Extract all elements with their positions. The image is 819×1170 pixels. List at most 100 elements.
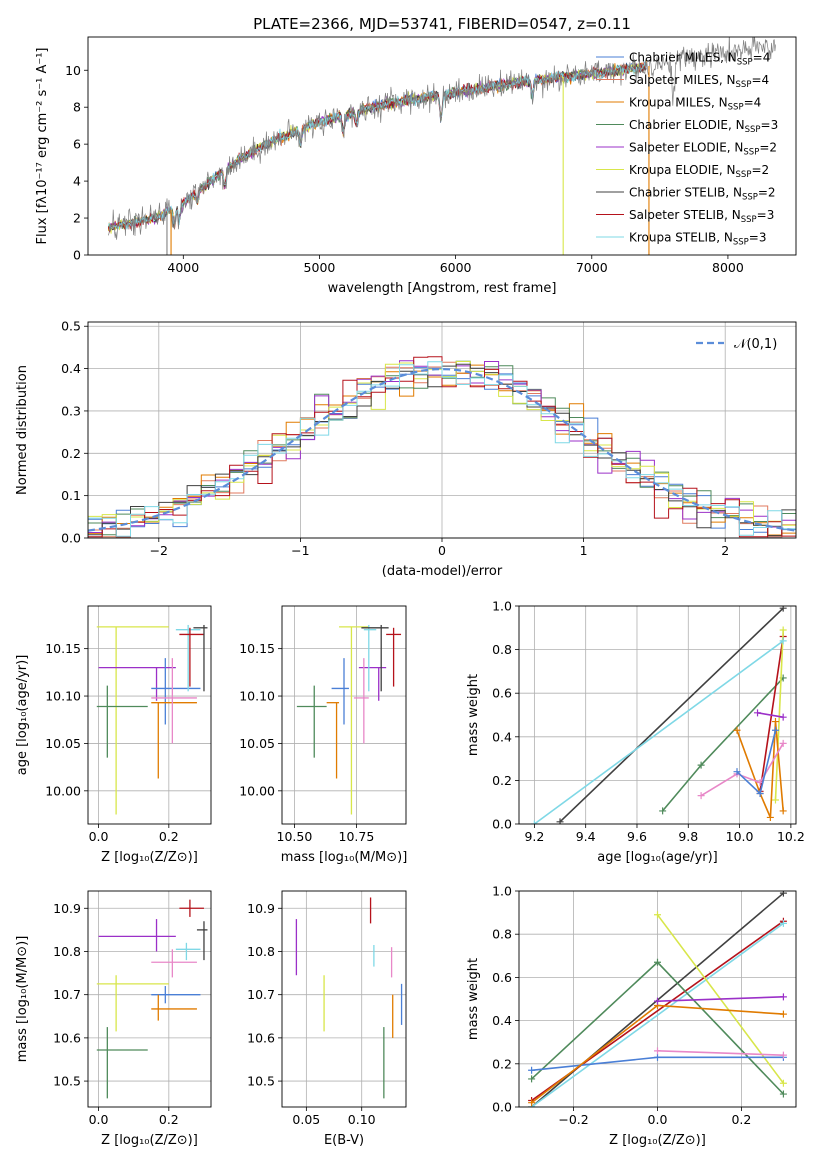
- panel-mass_vs_EBV: 0.05 0.10 10.5 10.6 10.7 10.8 10.9 E(B-V): [247, 890, 407, 1148]
- errorbar-point-6: [151, 658, 197, 744]
- x-tick-label: −2: [150, 543, 168, 558]
- weight-marker: [654, 1047, 661, 1055]
- legend-entry: 𝒩(0,1): [734, 337, 777, 352]
- weight-marker: [779, 807, 787, 815]
- weight-marker: [779, 1051, 787, 1059]
- errorbar-point-1: [96, 975, 169, 1032]
- y-tick-label: 0.2: [492, 773, 512, 788]
- model-line-8: [108, 62, 647, 233]
- y-tick-label: 10.6: [247, 1030, 275, 1045]
- x-tick-label: 6000: [440, 260, 472, 275]
- model-line-2: [108, 63, 647, 230]
- x-axis-label: mass [log₁₀(M/M⊙)]: [281, 850, 408, 865]
- x-tick-label: −0.2: [558, 1112, 588, 1127]
- errorbar-point-4: [151, 658, 201, 725]
- axes-frame: [87, 890, 212, 1108]
- weight-marker: [779, 1010, 787, 1018]
- weight-marker: [779, 891, 787, 897]
- errorbar-point-3: [98, 919, 176, 952]
- legend-entry: Kroupa MILES, NSSP=4: [629, 96, 761, 113]
- y-tick-label: 10.7: [247, 987, 275, 1002]
- plot-area: [108, 37, 776, 255]
- x-tick-label: 0.2: [731, 1112, 751, 1127]
- weight-line-8: [657, 996, 784, 1002]
- model-line-5: [108, 62, 647, 230]
- y-axis-label: mass [log₁₀(M/M⊙)]: [15, 936, 30, 1063]
- weight-marker: [779, 919, 787, 927]
- weight-marker: [779, 1090, 787, 1098]
- weight-marker: [659, 807, 667, 815]
- legend-entry: Chabrier STELIB, NSSP=2: [629, 186, 776, 203]
- panel-age_vs_Z: 0.0 0.2 10.00 10.05 10.10 10.15 Z [log₁₀(Z/Z⊙)…: [15, 605, 212, 865]
- x-tick-label: 10.50: [277, 829, 313, 844]
- legend-entry: Chabrier MILES, NSSP=4: [629, 51, 770, 68]
- y-tick-label: 6: [73, 137, 81, 152]
- x-axis-label: wavelength [Angstrom, rest frame]: [328, 281, 557, 296]
- x-tick-label: 4000: [167, 260, 199, 275]
- y-tick-label: 0.3: [61, 403, 81, 418]
- panel-weight_vs_age: 9.2 9.4 9.6 9.8 10.0 10.2 0.0 0.2 0.4 0.6 0.8 1.0 ag…: [466, 599, 805, 866]
- x-tick-label: 0: [438, 543, 446, 558]
- y-tick-label: 0.6: [492, 686, 512, 701]
- y-tick-label: 2: [73, 211, 81, 226]
- errorbar-point-4: [151, 986, 201, 1004]
- errorbar-point-9: [193, 624, 208, 692]
- weight-marker: [654, 911, 661, 919]
- y-tick-label: 8: [73, 100, 81, 115]
- weight-marker: [779, 739, 787, 747]
- x-axis-label: Z [log₁₀(Z/Z⊙)]: [101, 1133, 198, 1148]
- y-tick-label: 10.6: [53, 1030, 81, 1045]
- y-tick-label: 10.00: [45, 783, 81, 798]
- weight-marker: [733, 726, 741, 734]
- y-tick-label: 10.9: [247, 901, 275, 916]
- x-tick-label: 9.2: [524, 829, 544, 844]
- weight-marker: [556, 818, 564, 824]
- weight-marker: [779, 637, 787, 645]
- normal-reference-curve: [88, 367, 796, 532]
- axes-frame: [518, 890, 797, 1108]
- axes-frame: [87, 36, 797, 256]
- weight-marker: [733, 768, 741, 776]
- y-tick-label: 10.5: [247, 1074, 275, 1089]
- x-tick-label: 5000: [304, 260, 336, 275]
- errorbar-point-7: [175, 624, 201, 692]
- x-tick-label: 0.0: [89, 1112, 109, 1127]
- legend-entry: Salpeter STELIB, NSSP=3: [629, 208, 774, 225]
- x-tick-label: 0.10: [348, 1112, 376, 1127]
- model-line-1: [108, 62, 647, 231]
- plot-area: [88, 356, 796, 538]
- y-axis-label: age [log₁₀(age/yr)]: [15, 655, 30, 776]
- x-axis-label: Z [log₁₀(Z/Z⊙)]: [101, 850, 198, 865]
- panel-weight_vs_Z: −0.2 0.0 0.2 0.0 0.2 0.4 0.6 0.8 1.0 Z [log₁₀(Z/Z…: [466, 884, 797, 1148]
- plot-area: [96, 899, 208, 1099]
- axes-frame: [281, 890, 407, 1108]
- panel-age_vs_mass: 10.50 10.75 10.00 10.05 10.10 10.15 mass [log₁…: [239, 605, 408, 865]
- x-tick-label: 0.05: [292, 1112, 320, 1127]
- weight-line-4: [774, 629, 784, 801]
- errorbar-point-7: [363, 624, 377, 692]
- y-tick-label: 10.15: [239, 641, 275, 656]
- y-tick-label: 1.0: [492, 884, 512, 899]
- weight-marker: [528, 1066, 536, 1074]
- weight-line-1: [559, 607, 784, 823]
- weight-line-9: [533, 640, 784, 824]
- weight-marker: [530, 820, 538, 824]
- model-line-6: [108, 62, 647, 234]
- errorbar-point-9: [196, 921, 208, 961]
- model-line-7: [108, 63, 647, 231]
- errorbar-point-8: [179, 627, 204, 687]
- weight-marker: [654, 997, 661, 1005]
- y-tick-label: 0.8: [492, 927, 512, 942]
- errorbar-point-4: [331, 658, 349, 725]
- legend-entry: Kroupa STELIB, NSSP=3: [629, 231, 767, 248]
- y-tick-label: 0.0: [61, 531, 81, 546]
- x-tick-label: 9.8: [678, 829, 698, 844]
- legend: Chabrier MILES, NSSP=4 Salpeter MILES, NS…: [596, 51, 778, 248]
- errorbar-point-8: [179, 899, 204, 917]
- y-tick-label: 10.05: [45, 736, 81, 751]
- y-tick-label: 0.4: [492, 729, 512, 744]
- x-tick-label: 0.0: [89, 829, 109, 844]
- axes-frame: [87, 605, 212, 825]
- y-tick-label: 0.2: [492, 1056, 512, 1071]
